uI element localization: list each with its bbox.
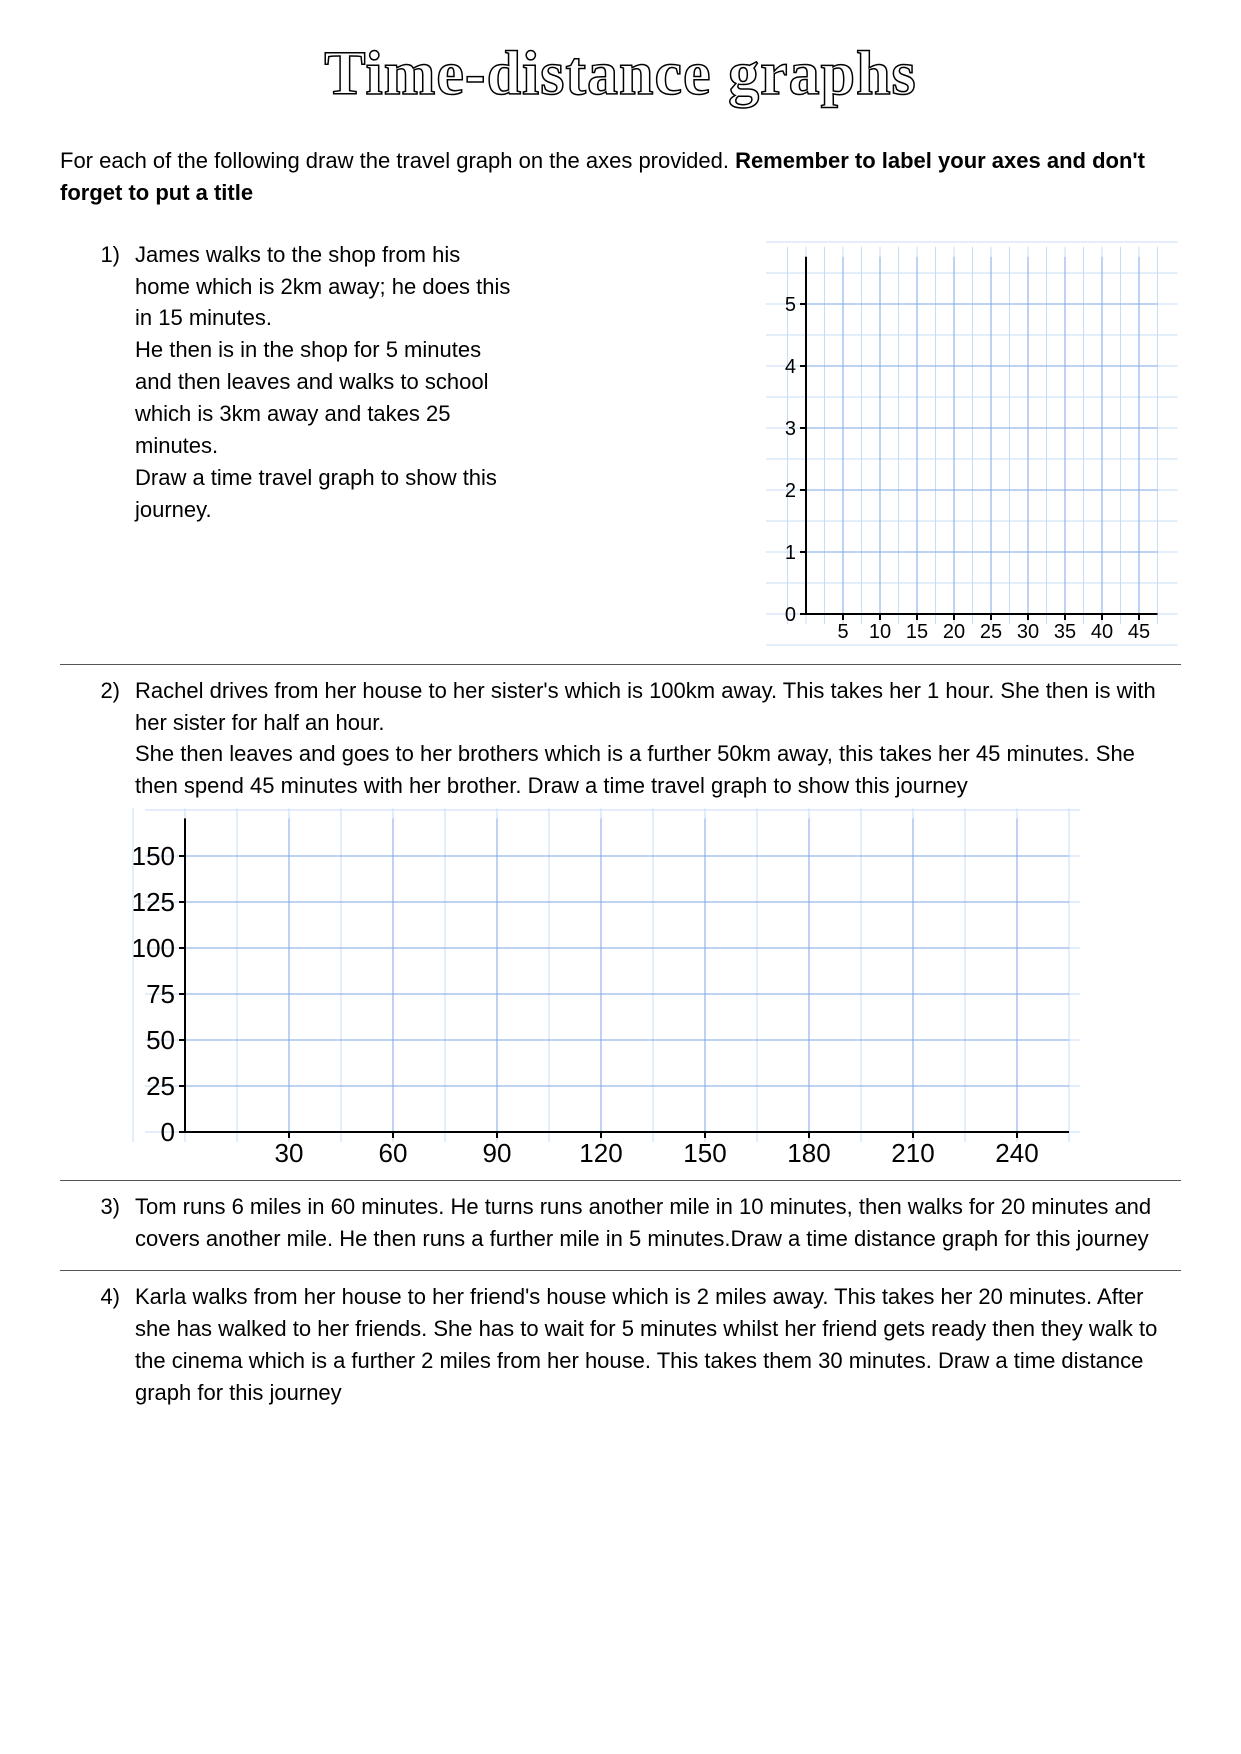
- intro-text: For each of the following draw the trave…: [60, 145, 1181, 209]
- q1-number: 1): [90, 239, 120, 526]
- svg-text:240: 240: [995, 1138, 1038, 1168]
- question-3-block: 3) Tom runs 6 miles in 60 minutes. He tu…: [60, 1191, 1181, 1271]
- q1-text: James walks to the shop from his home wh…: [135, 239, 515, 526]
- chart-1: 01234551015202530354045: [761, 239, 1181, 649]
- svg-text:210: 210: [891, 1138, 934, 1168]
- chart-2-svg: 0 25 50 75 100 125 150 30 60 90 120 150 180 210 240: [80, 802, 1080, 1172]
- svg-text:10: 10: [869, 621, 891, 643]
- svg-text:150: 150: [132, 841, 175, 871]
- svg-text:50: 50: [146, 1025, 175, 1055]
- svg-text:5: 5: [785, 294, 796, 316]
- q4-number: 4): [90, 1281, 120, 1409]
- question-1-block: 1) James walks to the shop from his home…: [60, 239, 1181, 665]
- q1-para1: James walks to the shop from his home wh…: [135, 239, 515, 335]
- svg-text:125: 125: [132, 887, 175, 917]
- q1-para3: Draw a time travel graph to show this jo…: [135, 462, 515, 526]
- svg-text:25: 25: [980, 621, 1002, 643]
- question-2-block: 2) Rachel drives from her house to her s…: [60, 675, 1181, 803]
- svg-text:5: 5: [837, 621, 848, 643]
- svg-text:4: 4: [785, 356, 796, 378]
- svg-text:15: 15: [906, 621, 928, 643]
- svg-text:90: 90: [483, 1138, 512, 1168]
- q2-number: 2): [90, 675, 120, 803]
- svg-text:60: 60: [379, 1138, 408, 1168]
- q3-text: Tom runs 6 miles in 60 minutes. He turns…: [135, 1191, 1181, 1255]
- svg-text:75: 75: [146, 979, 175, 1009]
- svg-text:30: 30: [275, 1138, 304, 1168]
- svg-text:45: 45: [1128, 621, 1150, 643]
- svg-text:1: 1: [785, 542, 796, 564]
- q4-text: Karla walks from her house to her friend…: [135, 1281, 1181, 1409]
- page-title: Time-distance graphs: [60, 30, 1181, 120]
- svg-text:0: 0: [785, 604, 796, 626]
- svg-text:180: 180: [787, 1138, 830, 1168]
- svg-text:120: 120: [579, 1138, 622, 1168]
- svg-text:20: 20: [943, 621, 965, 643]
- q3-number: 3): [90, 1191, 120, 1255]
- svg-text:35: 35: [1054, 621, 1076, 643]
- chart-1-svg: 01234551015202530354045: [761, 239, 1181, 649]
- svg-text:2: 2: [785, 480, 796, 502]
- svg-text:0: 0: [161, 1117, 175, 1147]
- svg-text:25: 25: [146, 1071, 175, 1101]
- svg-text:30: 30: [1017, 621, 1039, 643]
- chart-2-block: 0 25 50 75 100 125 150 30 60 90 120 150 180 210 240: [60, 802, 1181, 1181]
- question-4-block: 4) Karla walks from her house to her fri…: [60, 1281, 1181, 1409]
- intro-plain: For each of the following draw the trave…: [60, 148, 735, 173]
- q2-para2: She then leaves and goes to her brothers…: [135, 738, 1181, 802]
- q1-para2: He then is in the shop for 5 minutes and…: [135, 334, 515, 462]
- q2-text: Rachel drives from her house to her sist…: [135, 675, 1181, 803]
- q2-para1: Rachel drives from her house to her sist…: [135, 675, 1181, 739]
- svg-text:40: 40: [1091, 621, 1113, 643]
- svg-text:150: 150: [683, 1138, 726, 1168]
- svg-text:100: 100: [132, 933, 175, 963]
- svg-text:3: 3: [785, 418, 796, 440]
